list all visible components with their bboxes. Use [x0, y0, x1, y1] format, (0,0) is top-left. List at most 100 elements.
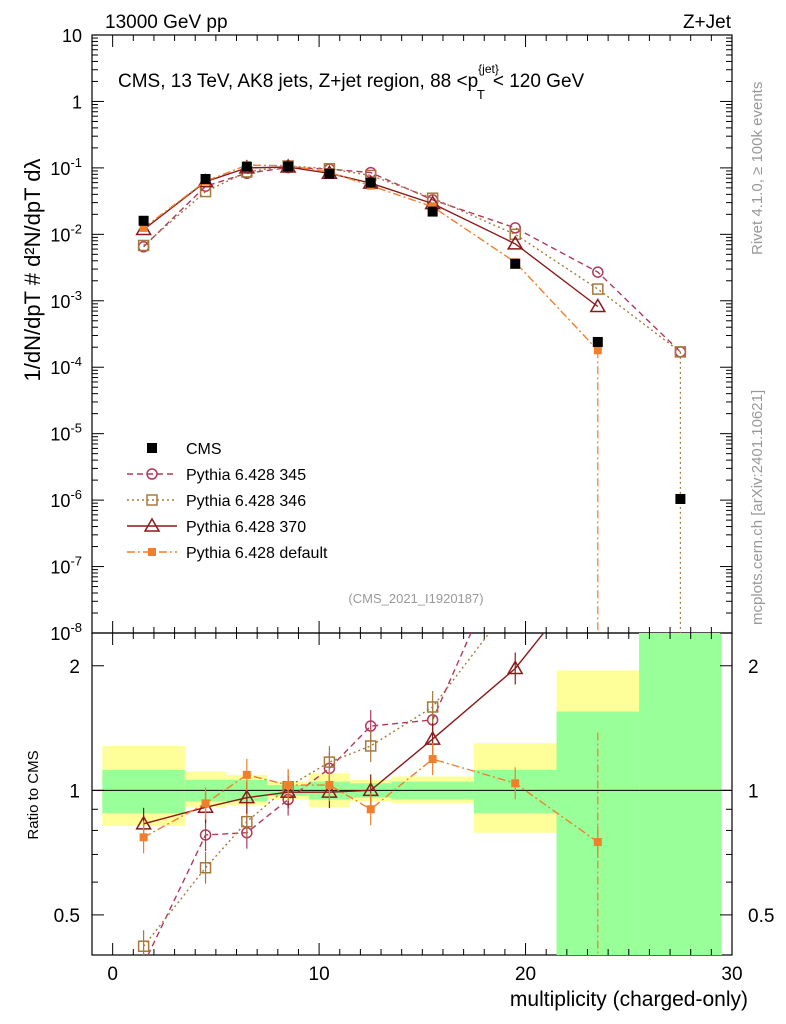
chart-title-sub: T [477, 87, 485, 102]
y-tick-label: 10-4 [50, 354, 82, 378]
header-right: Z+Jet [683, 12, 732, 33]
series-line [143, 164, 599, 351]
y-tick-label: 10-7 [50, 554, 82, 578]
ratio-point [137, 940, 150, 952]
legend-entry-data: CMS [147, 441, 222, 458]
y-axis-label-text: 1/dN/dpT # d²N/dpT dλ [20, 159, 45, 382]
y-tick-label: 1 [72, 92, 82, 112]
ratio-point [139, 833, 148, 842]
ratio-point [364, 740, 377, 752]
series-point [506, 235, 524, 250]
chart-title-sup: {jet} [478, 62, 499, 76]
mcplots-label: mcplots.cern.ch [arXiv:2401.10621] [749, 390, 766, 625]
x-tick-label: 20 [515, 964, 536, 985]
ratio-point [593, 838, 602, 847]
legend-label: CMS [186, 441, 222, 458]
data-point [283, 161, 294, 172]
legend: CMS Pythia 6.428 345 Pythia 6.428 346 Pythi… [127, 441, 328, 562]
analysis-id: (CMS_2021_I1920187) [348, 591, 483, 606]
ratio-point [366, 805, 375, 814]
legend-marker [146, 494, 158, 506]
ratio-point [201, 799, 210, 808]
rivet-label: Rivet 4.1.0, ≥ 100k events [749, 82, 766, 255]
y-axis-label: 1/dN/dpT # d²N/dpT dλ [20, 159, 45, 382]
series-point [589, 298, 607, 313]
series-point [592, 266, 604, 278]
header-left: 13000 GeV pp [105, 12, 228, 33]
y-tick-label: 10 [62, 26, 82, 46]
legend-marker [146, 468, 158, 480]
legend-marker [148, 548, 156, 556]
ratio-point [199, 829, 212, 841]
chart-title-main: CMS, 13 TeV, AK8 jets, Z+jet region, 88 … [118, 71, 478, 92]
legend-label: Pythia 6.428 default [186, 545, 328, 562]
x-tick-label: 0 [107, 964, 118, 985]
main-frame [91, 34, 733, 634]
data-point [365, 177, 376, 188]
ratio-y-tick-label-right: 0.5 [748, 906, 774, 927]
ratio-y-axis-label-text: Ratio to CMS [25, 750, 42, 839]
ratio-series-1 [137, 633, 491, 955]
legend-marker [147, 443, 157, 453]
x-axis-label: multiplicity (charged-only) [510, 988, 748, 1011]
y-tick-label: 10-3 [50, 288, 82, 312]
legend-entry: Pythia 6.428 346 [127, 493, 306, 510]
data-point [324, 168, 335, 179]
data-point [592, 336, 603, 347]
ratio-point [241, 815, 253, 828]
ratio-y-tick-label: 0.5 [54, 906, 80, 927]
ratio-y-tick-label-right: 1 [748, 781, 759, 802]
y-tick-label: 10-6 [50, 487, 82, 511]
series-1 [137, 160, 687, 358]
data-point [200, 174, 211, 185]
data-series [138, 161, 686, 504]
legend-entry: Pythia 6.428 345 [127, 467, 306, 484]
ratio-y-tick-label: 1 [69, 781, 80, 802]
ratio-series-line [143, 633, 491, 947]
ratio-plot-layer [135, 633, 602, 955]
ratio-stat-band [102, 769, 185, 814]
mcplots-label-text: mcplots.cern.ch [arXiv:2401.10621] [749, 390, 766, 625]
chart-title-tail: < 120 GeV [493, 71, 585, 92]
series-0 [137, 161, 687, 358]
ratio-y-axis-label: Ratio to CMS [25, 750, 42, 839]
axes: 0 10 20 30 10-8 10-7 10-6 10-5 10-4 10-3 10-2 10-1 1… [50, 26, 774, 985]
ratio-point [428, 755, 437, 764]
y-tick-label: 10-2 [50, 221, 82, 245]
ratio-series-3 [139, 743, 602, 859]
y-tick-label: 10-8 [50, 620, 82, 644]
ratio-point [426, 701, 439, 713]
ratio-uncertainty-bands [92, 633, 732, 955]
legend-entry: Pythia 6.428 370 [127, 517, 306, 536]
x-tick-label: 10 [309, 964, 330, 985]
rivet-label-text: Rivet 4.1.0, ≥ 100k events [749, 82, 766, 255]
ratio-stat-band [639, 633, 722, 955]
y-tick-label: 10-5 [50, 421, 82, 445]
series-line [143, 166, 681, 353]
legend-label: Pythia 6.428 370 [186, 519, 306, 536]
x-tick-label: 30 [721, 964, 742, 985]
y-tick-label: 10-1 [50, 155, 82, 179]
legend-label: Pythia 6.428 346 [186, 493, 306, 510]
ratio-point [242, 770, 251, 779]
ratio-frame [91, 632, 733, 956]
data-point [510, 258, 521, 269]
ratio-point [323, 756, 336, 768]
data-point [241, 161, 252, 172]
series-point [592, 283, 604, 295]
data-point [427, 206, 438, 217]
ratio-y-tick-label: 2 [69, 657, 80, 678]
ratio-point [199, 861, 212, 874]
data-point [675, 493, 686, 504]
data-point [138, 215, 149, 226]
legend-entry: Pythia 6.428 default [127, 545, 328, 562]
series-point [137, 239, 150, 252]
series-point [509, 222, 521, 234]
series-point [509, 228, 521, 241]
series-line [143, 165, 681, 353]
ratio-y-tick-label-right: 2 [748, 657, 759, 678]
ratio-point [511, 779, 520, 788]
series-point [139, 223, 148, 232]
ratio-point [238, 789, 256, 804]
